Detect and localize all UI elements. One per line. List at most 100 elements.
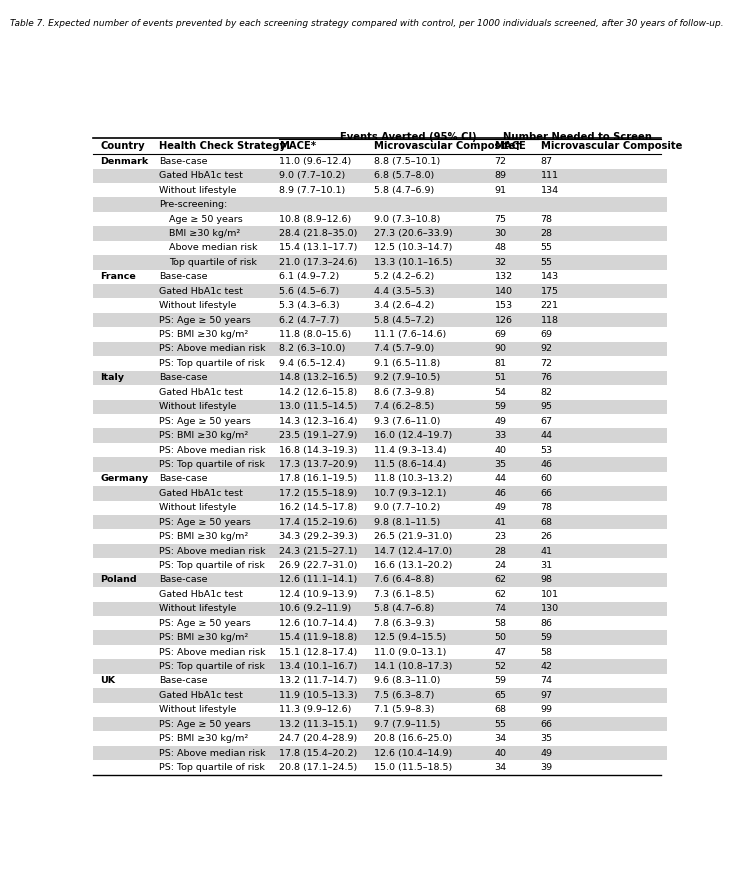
Text: PS: Age ≥ 50 years: PS: Age ≥ 50 years <box>159 720 250 729</box>
Text: 10.6 (9.2–11.9): 10.6 (9.2–11.9) <box>279 605 351 613</box>
Text: 28.4 (21.8–35.0): 28.4 (21.8–35.0) <box>279 229 358 238</box>
Text: 5.3 (4.3–6.3): 5.3 (4.3–6.3) <box>279 301 340 311</box>
Text: 62: 62 <box>494 576 507 584</box>
Bar <box>93 760 667 774</box>
Bar <box>93 400 667 414</box>
Text: 47: 47 <box>494 648 507 656</box>
Text: 12.6 (10.7–14.4): 12.6 (10.7–14.4) <box>279 619 357 627</box>
Bar <box>93 270 667 284</box>
Text: Gated HbA1c test: Gated HbA1c test <box>159 489 242 498</box>
Text: PS: BMI ≥30 kg/m²: PS: BMI ≥30 kg/m² <box>159 330 248 340</box>
Text: 98: 98 <box>541 576 553 584</box>
Text: 55: 55 <box>541 243 553 253</box>
Bar <box>93 313 667 327</box>
Text: 55: 55 <box>494 720 507 729</box>
Text: 4.4 (3.5–5.3): 4.4 (3.5–5.3) <box>374 287 434 296</box>
Text: 8.6 (7.3–9.8): 8.6 (7.3–9.8) <box>374 388 434 396</box>
Text: Microvascular Composite: Microvascular Composite <box>541 141 682 150</box>
Text: 14.1 (10.8–17.3): 14.1 (10.8–17.3) <box>374 662 453 671</box>
Bar <box>93 630 667 645</box>
Text: Without lifestyle: Without lifestyle <box>159 605 236 613</box>
Text: 75: 75 <box>494 214 507 224</box>
Text: Pre-screening:: Pre-screening: <box>159 200 227 209</box>
Text: 13.2 (11.7–14.7): 13.2 (11.7–14.7) <box>279 676 358 685</box>
Text: 62: 62 <box>494 590 507 598</box>
Text: 140: 140 <box>494 287 513 296</box>
Text: 24.7 (20.4–28.9): 24.7 (20.4–28.9) <box>279 734 357 743</box>
Text: 40: 40 <box>494 748 507 758</box>
Text: 17.2 (15.5–18.9): 17.2 (15.5–18.9) <box>279 489 357 498</box>
Bar <box>93 183 667 198</box>
Bar <box>93 500 667 515</box>
Text: 11.8 (8.0–15.6): 11.8 (8.0–15.6) <box>279 330 351 340</box>
Text: 17.8 (16.1–19.5): 17.8 (16.1–19.5) <box>279 474 357 483</box>
Bar <box>93 227 667 241</box>
Text: 12.5 (10.3–14.7): 12.5 (10.3–14.7) <box>374 243 453 253</box>
Text: 49: 49 <box>541 748 553 758</box>
Text: PS: BMI ≥30 kg/m²: PS: BMI ≥30 kg/m² <box>159 734 248 743</box>
Text: 10.8 (8.9–12.6): 10.8 (8.9–12.6) <box>279 214 351 224</box>
Text: 12.5 (9.4–15.5): 12.5 (9.4–15.5) <box>374 634 446 642</box>
Text: 42: 42 <box>541 662 553 671</box>
Bar <box>93 342 667 356</box>
Text: 15.1 (12.8–17.4): 15.1 (12.8–17.4) <box>279 648 357 656</box>
Text: 8.9 (7.7–10.1): 8.9 (7.7–10.1) <box>279 186 345 195</box>
Text: Table 7. Expected number of events prevented by each screening strategy compared: Table 7. Expected number of events preve… <box>10 19 723 28</box>
Text: 17.8 (15.4–20.2): 17.8 (15.4–20.2) <box>279 748 357 758</box>
Text: Gated HbA1c test: Gated HbA1c test <box>159 691 242 700</box>
Text: 66: 66 <box>541 489 553 498</box>
Text: 44: 44 <box>541 431 553 440</box>
Text: Without lifestyle: Without lifestyle <box>159 503 236 512</box>
Text: 5.8 (4.7–6.8): 5.8 (4.7–6.8) <box>374 605 434 613</box>
Bar <box>93 472 667 487</box>
Text: MACE*: MACE* <box>279 141 316 150</box>
Text: 16.0 (12.4–19.7): 16.0 (12.4–19.7) <box>374 431 452 440</box>
Text: 12.4 (10.9–13.9): 12.4 (10.9–13.9) <box>279 590 358 598</box>
Text: Events Averted (95% CI): Events Averted (95% CI) <box>340 132 476 142</box>
Bar <box>93 429 667 443</box>
Text: Number Needed to Screen: Number Needed to Screen <box>503 132 652 142</box>
Text: 11.9 (10.5–13.3): 11.9 (10.5–13.3) <box>279 691 358 700</box>
Text: 6.8 (5.7–8.0): 6.8 (5.7–8.0) <box>374 172 434 180</box>
Text: 65: 65 <box>494 691 507 700</box>
Text: PS: Above median risk: PS: Above median risk <box>159 445 265 454</box>
Text: 9.1 (6.5–11.8): 9.1 (6.5–11.8) <box>374 359 440 368</box>
Text: 72: 72 <box>541 359 553 368</box>
Text: 17.3 (13.7–20.9): 17.3 (13.7–20.9) <box>279 460 358 469</box>
Text: Above median risk: Above median risk <box>169 243 258 253</box>
Text: 12.6 (11.1–14.1): 12.6 (11.1–14.1) <box>279 576 357 584</box>
Text: 74: 74 <box>541 676 553 685</box>
Bar <box>93 616 667 630</box>
Text: 59: 59 <box>541 634 553 642</box>
Text: Base-case: Base-case <box>159 676 207 685</box>
Bar <box>93 529 667 544</box>
Text: 35: 35 <box>494 460 507 469</box>
Text: 49: 49 <box>494 416 507 425</box>
Text: 58: 58 <box>494 619 507 627</box>
Bar <box>93 703 667 717</box>
Bar <box>93 169 667 183</box>
Bar <box>93 119 667 154</box>
Text: PS: Top quartile of risk: PS: Top quartile of risk <box>159 763 265 772</box>
Text: Age ≥ 50 years: Age ≥ 50 years <box>169 214 243 224</box>
Bar <box>93 458 667 472</box>
Text: 13.0 (11.5–14.5): 13.0 (11.5–14.5) <box>279 402 358 411</box>
Text: 68: 68 <box>541 518 553 527</box>
Text: 17.4 (15.2–19.6): 17.4 (15.2–19.6) <box>279 518 357 527</box>
Text: 69: 69 <box>494 330 507 340</box>
Bar <box>93 284 667 298</box>
Text: Italy: Italy <box>100 374 124 382</box>
Text: France: France <box>100 272 136 282</box>
Text: Gated HbA1c test: Gated HbA1c test <box>159 172 242 180</box>
Text: 34.3 (29.2–39.3): 34.3 (29.2–39.3) <box>279 532 358 541</box>
Text: 92: 92 <box>541 345 553 354</box>
Text: 27.3 (20.6–33.9): 27.3 (20.6–33.9) <box>374 229 453 238</box>
Text: 60: 60 <box>541 474 553 483</box>
Text: 41: 41 <box>541 547 553 556</box>
Text: PS: Top quartile of risk: PS: Top quartile of risk <box>159 561 265 570</box>
Text: Base-case: Base-case <box>159 576 207 584</box>
Text: 9.8 (8.1–11.5): 9.8 (8.1–11.5) <box>374 518 440 527</box>
Text: 14.8 (13.2–16.5): 14.8 (13.2–16.5) <box>279 374 358 382</box>
Text: 9.0 (7.7–10.2): 9.0 (7.7–10.2) <box>279 172 345 180</box>
Text: 55: 55 <box>541 258 553 267</box>
